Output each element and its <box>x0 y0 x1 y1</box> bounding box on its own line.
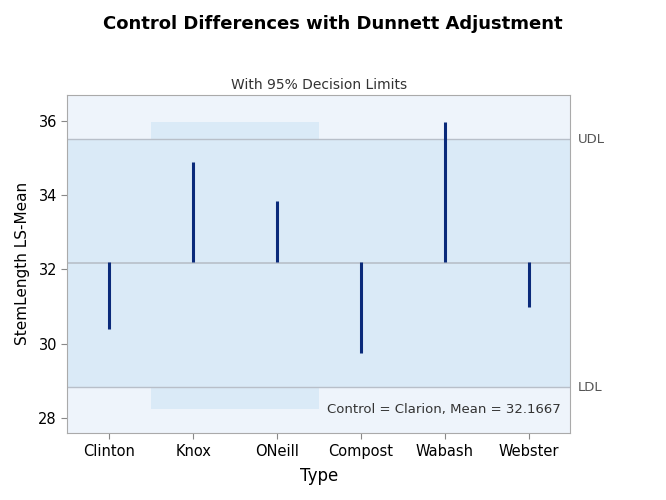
Text: Control = Clarion, Mean = 32.1667: Control = Clarion, Mean = 32.1667 <box>326 404 560 416</box>
Text: UDL: UDL <box>577 132 604 145</box>
X-axis label: Type: Type <box>300 467 338 485</box>
Y-axis label: StemLength LS-Mean: StemLength LS-Mean <box>15 182 30 346</box>
Title: With 95% Decision Limits: With 95% Decision Limits <box>231 78 407 92</box>
Text: LDL: LDL <box>577 381 602 394</box>
Polygon shape <box>67 122 571 409</box>
Text: Control Differences with Dunnett Adjustment: Control Differences with Dunnett Adjustm… <box>103 15 563 33</box>
